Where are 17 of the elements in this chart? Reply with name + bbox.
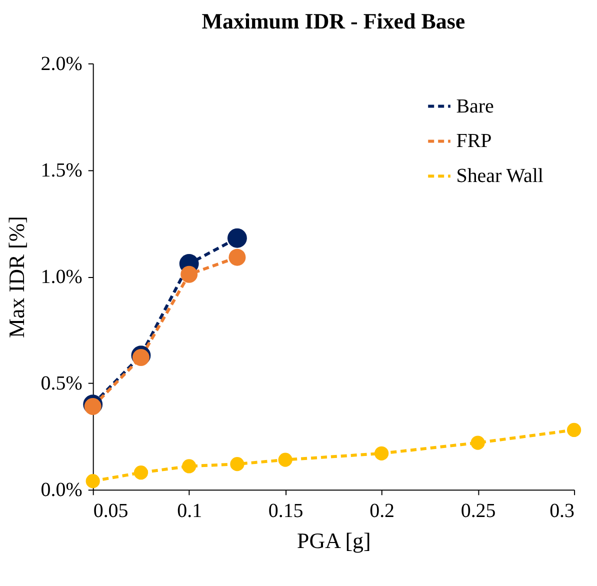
- y-tick-label: 0.0%: [40, 479, 82, 502]
- y-tick-label: 0.5%: [40, 372, 82, 395]
- x-tick-label: 0.15: [268, 500, 304, 522]
- chart-title: Maximum IDR - Fixed Base: [202, 8, 466, 34]
- x-tick-label: 0.1: [177, 500, 202, 522]
- legend-label: FRP: [456, 130, 492, 152]
- y-tick-label: 2.0%: [40, 52, 82, 75]
- y-tick-label: 1.0%: [40, 266, 82, 288]
- x-tick-label: 0.25: [460, 500, 496, 522]
- x-tick-label: 0.3: [550, 500, 575, 522]
- y-tick-label: 1.5%: [40, 159, 82, 182]
- x-tick-label: 0.2: [370, 500, 395, 522]
- y-axis-title: Max IDR [%]: [4, 216, 29, 338]
- legend-label: Shear Wall: [456, 165, 544, 188]
- legend-label: Bare: [456, 95, 494, 118]
- x-axis-title: PGA [g]: [297, 528, 371, 554]
- x-tick-label: 0.05: [93, 500, 128, 522]
